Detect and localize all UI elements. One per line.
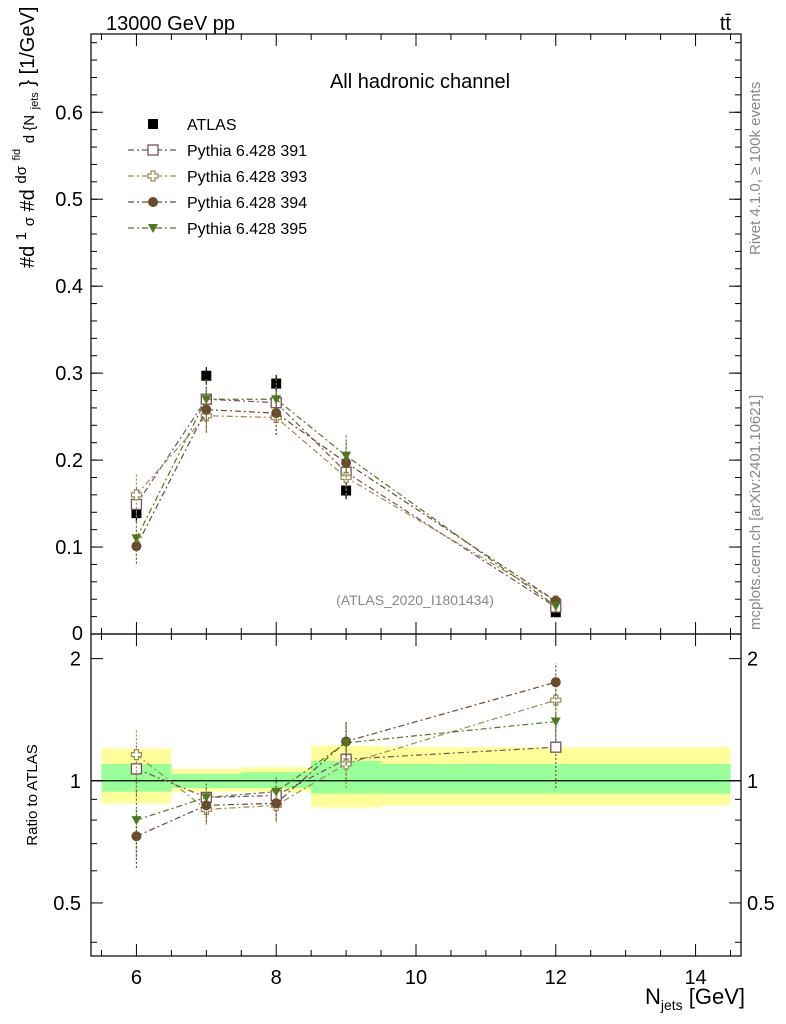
- legend-marker: [148, 224, 158, 233]
- main-data-layer: [130, 367, 562, 618]
- main-axes: 0.1 0.2 0.3 0.4 0.5 0.6 0: [55, 34, 741, 645]
- data-point: [271, 408, 282, 419]
- legend-item: Pythia 6.428 394: [128, 195, 307, 212]
- legend-item: ATLAS: [148, 117, 237, 134]
- series-pythia-6-428-395: [131, 377, 561, 612]
- x-axis-label: Njets [GeV]: [645, 984, 745, 1013]
- ratio-ytick-label-right: 0.5: [747, 893, 775, 915]
- ratio-data-point: [550, 741, 562, 753]
- legend-item: Pythia 6.428 395: [128, 221, 307, 238]
- ratio-ylabel: Ratio to ATLAS: [24, 744, 41, 845]
- ytick-label: 0.5: [55, 189, 83, 211]
- legend-label: Pythia 6.428 393: [187, 169, 307, 186]
- ylabel-part-g: d {N: [21, 115, 38, 143]
- ratio-data-point: [130, 763, 143, 775]
- series-line: [135, 415, 557, 602]
- mcplots-label: mcplots.cern.ch [arXiv:2401.10621]: [747, 395, 764, 630]
- ratio-series-pythia-6-428-395: [131, 703, 561, 857]
- data-point: [201, 404, 212, 415]
- xtick-label: 12: [545, 967, 567, 989]
- ratio-data-point: [130, 749, 143, 761]
- ylabel-part-c: σ: [21, 216, 38, 226]
- rivet-label: Rivet 4.1.0, ≥ 100k events: [747, 82, 764, 255]
- ratio-data-point: [550, 694, 562, 706]
- ylabel-part-i: } [1/GeV]: [17, 7, 39, 87]
- ratio-frame: [90, 633, 742, 957]
- legend-marker: [147, 144, 159, 156]
- data-point: [201, 395, 212, 405]
- ratio-ytick-label-right: 1: [747, 771, 758, 793]
- ratio-ytick-label-right: 2: [747, 649, 758, 671]
- ytick-label: 0.2: [55, 450, 83, 472]
- ylabel-part-e: dσ: [13, 165, 30, 183]
- ytick-label: 0.1: [55, 537, 83, 559]
- xtick-label: 14: [684, 967, 706, 989]
- ratio-ytick-label: 1: [70, 771, 81, 793]
- ratio-data-point: [201, 793, 212, 803]
- ratio-data-point: [341, 738, 352, 748]
- ratio-series-line: [136, 681, 556, 837]
- xtick-label: 6: [131, 967, 142, 989]
- data-point: [341, 457, 352, 468]
- ylabel-part-b: 1: [13, 232, 30, 240]
- data-point: [271, 395, 282, 405]
- data-point: [201, 370, 212, 381]
- ratio-data-point: [550, 717, 561, 727]
- xtick-label: 8: [271, 967, 282, 989]
- series-line: [135, 398, 557, 608]
- ylabel-part-h: jets: [29, 92, 41, 111]
- main-panel: 0.1 0.2 0.3 0.4 0.5 0.6 0 All hadronic channel…: [3, 7, 742, 645]
- ratio-ytick-label: 0.5: [53, 893, 81, 915]
- svg-text:#d 1 σ: #d 1 σ #d dσ fid d {N jets } [1/GeV]: [3, 7, 43, 268]
- ratio-data-point: [550, 677, 561, 688]
- main-ylabel: #d 1 σ #d dσ fid d {N jets } [1/GeV]: [3, 7, 43, 268]
- ylabel-part-d: #d: [17, 189, 39, 211]
- legend-marker: [148, 197, 158, 207]
- data-point: [550, 602, 561, 612]
- xtick-label: 10: [405, 967, 427, 989]
- ratio-data-point: [271, 787, 282, 797]
- ratio-panel: 0.5 0.51 12 26 8 10 12 14 Ratio to ATLAS Njets …: [24, 633, 775, 1013]
- band-inner: [241, 772, 312, 788]
- series-line: [135, 409, 557, 602]
- legend-label: Pythia 6.428 395: [187, 221, 307, 238]
- legend-label: Pythia 6.428 391: [187, 143, 307, 160]
- ratio-data-point: [131, 816, 142, 826]
- ytick-label: 0.3: [55, 363, 83, 385]
- series-line: [135, 398, 557, 607]
- legend-item: Pythia 6.428 393: [128, 169, 307, 186]
- process-label: tt̄: [720, 13, 732, 35]
- energy-label: 13000 GeV pp: [106, 13, 235, 35]
- legend: ATLAS Pythia 6.428 391 Pythia 6.428 393 Pyt…: [128, 117, 307, 238]
- ylabel-part-a: #d: [17, 246, 39, 268]
- series-atlas: [131, 367, 561, 618]
- legend-label: ATLAS: [187, 117, 237, 134]
- legend-marker: [148, 119, 158, 129]
- main-title: All hadronic channel: [330, 71, 510, 93]
- ratio-data-layer: [130, 663, 562, 868]
- ytick-label: 0.4: [55, 276, 83, 298]
- ratio-axes: 0.5 0.51 12 26 8 10 12 14: [53, 634, 775, 989]
- legend-item: Pythia 6.428 391: [128, 143, 307, 160]
- analysis-tag: (ATLAS_2020_I1801434): [336, 592, 494, 608]
- ratio-ytick-label: 2: [70, 649, 81, 671]
- ytick-label-zero: 0: [72, 623, 83, 645]
- ytick-label: 0.6: [55, 102, 83, 124]
- data-point: [341, 451, 352, 461]
- legend-marker: [147, 170, 159, 182]
- data-point: [130, 489, 143, 501]
- legend-label: Pythia 6.428 394: [187, 195, 307, 212]
- data-point: [131, 534, 142, 544]
- ylabel-part-f: fid: [11, 149, 23, 161]
